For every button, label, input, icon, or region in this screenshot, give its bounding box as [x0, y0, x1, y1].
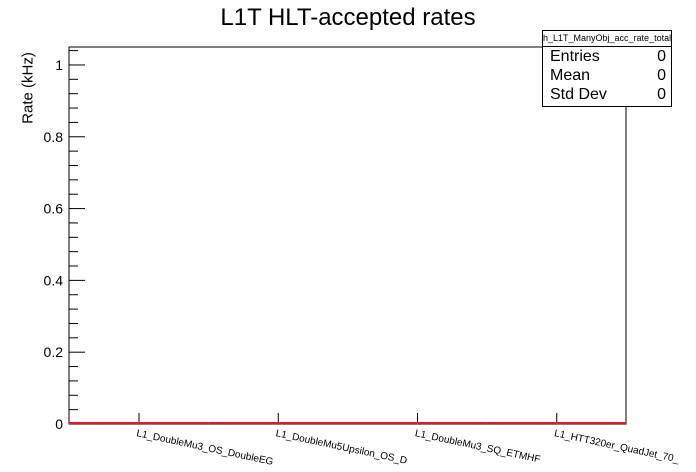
stats-entries-label: Entries: [550, 48, 600, 65]
y-tick-label: 0.4: [44, 272, 64, 288]
y-tick-label: 0.2: [44, 344, 64, 360]
stats-row-entries: Entries 0: [543, 47, 671, 66]
x-tick-label: L1_DoubleMu3_OS_DoubleEG: [135, 428, 274, 468]
x-ticks: L1_DoubleMu3_OS_DoubleEG L1_DoubleMu5Upsi…: [135, 413, 680, 468]
stats-row-mean: Mean 0: [543, 66, 671, 85]
y-tick-label: 0.8: [44, 129, 64, 145]
stats-row-std: Std Dev 0: [543, 85, 671, 104]
chart-title: L1T HLT-accepted rates: [220, 4, 476, 31]
x-tick-label: L1_DoubleMu5Upsilon_OS_D: [275, 428, 408, 467]
x-tick-label: L1_HTT320er_QuadJet_70_: [553, 428, 680, 465]
stats-std-label: Std Dev: [550, 86, 607, 103]
histogram-name: h_L1T_ManyObj_acc_rate_total: [543, 31, 671, 47]
stats-std-value: 0: [657, 86, 666, 103]
stats-entries-value: 0: [657, 48, 666, 65]
stats-mean-label: Mean: [550, 67, 591, 84]
y-tick-label: 0: [55, 416, 63, 432]
y-tick-label: 1: [55, 57, 63, 73]
x-tick-label: L1_DoubleMu3_SQ_ETMHF: [414, 428, 541, 465]
stats-box: h_L1T_ManyObj_acc_rate_total Entries 0 M…: [542, 30, 672, 107]
y-tick-label: 0.6: [44, 201, 64, 217]
y-ticks: 0 0.2 0.4 0.6 0.8 1: [44, 50, 85, 432]
stats-mean-value: 0: [657, 67, 666, 84]
